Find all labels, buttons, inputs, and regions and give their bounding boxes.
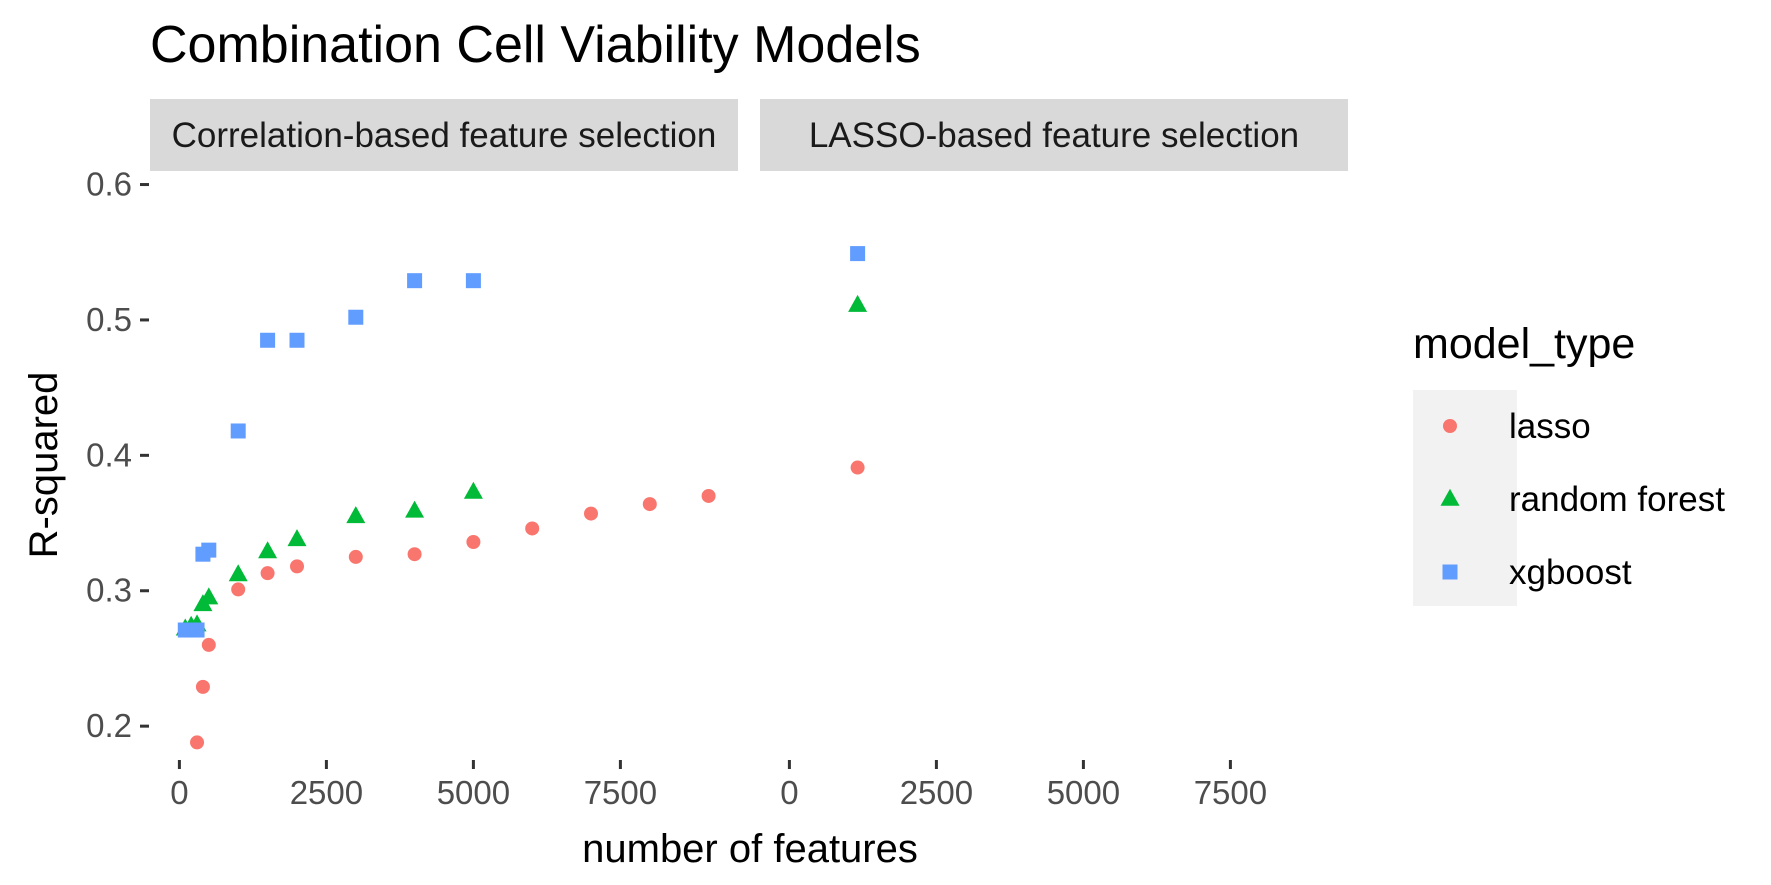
data-point: [848, 294, 868, 312]
x-tick-label: 5000: [1047, 774, 1120, 811]
facet-strip: [760, 99, 1348, 171]
y-tick-label: 0.4: [86, 436, 132, 473]
x-tick-label: 7500: [1194, 774, 1267, 811]
x-tick-label: 7500: [584, 774, 657, 811]
legend-key: [1440, 488, 1460, 506]
data-point: [850, 246, 866, 262]
facet-strip-label: Correlation-based feature selection: [172, 116, 717, 155]
data-point: [230, 423, 246, 439]
data-point: [290, 559, 304, 574]
data-point: [201, 637, 216, 652]
data-point: [850, 460, 865, 475]
chart-title: Combination Cell Viability Models: [150, 16, 921, 74]
legend-title: model_type: [1413, 320, 1635, 368]
facet-panel-1: Correlation-based feature selection 0 2500…: [150, 99, 738, 811]
data-point: [584, 506, 598, 521]
data-point: [260, 566, 275, 581]
series-random-forest: [848, 294, 868, 312]
data-point: [465, 273, 481, 289]
data-point: [348, 309, 364, 325]
data-point: [701, 488, 716, 503]
legend-label: xgboost: [1509, 553, 1632, 592]
data-point: [407, 547, 422, 562]
data-point: [231, 582, 246, 597]
x-tick-label: 5000: [437, 774, 510, 811]
data-point: [525, 521, 540, 536]
legend-key-background: [1413, 390, 1517, 606]
x-axis-title: number of features: [582, 827, 918, 871]
data-point: [407, 273, 423, 289]
data-point: [466, 535, 481, 550]
data-point: [405, 500, 425, 518]
data-point: [463, 481, 483, 499]
y-tick-label: 0.3: [86, 572, 132, 609]
x-tick-label: 0: [170, 774, 188, 811]
x-tick-label: 0: [780, 774, 798, 811]
legend-entries: lasso random forest xgboost: [1440, 407, 1725, 592]
data-point: [201, 542, 217, 558]
series-random-forest: [175, 481, 483, 636]
data-point: [189, 622, 205, 638]
legend-key: [1442, 564, 1458, 580]
data-point: [228, 564, 248, 582]
data-point: [287, 529, 307, 547]
legend-key: [1443, 419, 1457, 433]
y-tick-label: 0.2: [86, 707, 132, 744]
facet-strip: [150, 99, 738, 171]
series-xgboost: [850, 246, 866, 262]
y-axis: 0.2 0.3 0.4 0.5 0.6: [86, 166, 149, 744]
x-tick-label: 2500: [290, 774, 363, 811]
legend-label: lasso: [1509, 407, 1591, 446]
x-tick-label: 2500: [900, 774, 973, 811]
series-xgboost: [177, 273, 481, 638]
data-point: [348, 549, 363, 564]
data-point: [190, 735, 205, 750]
legend-entry-xgboost: xgboost: [1442, 553, 1632, 592]
data-point: [346, 506, 366, 524]
legend-entry-lasso: lasso: [1443, 407, 1591, 446]
data-point: [260, 332, 276, 348]
data-point: [258, 541, 278, 559]
data-point: [289, 332, 305, 348]
data-point: [642, 497, 657, 512]
y-tick-label: 0.5: [86, 301, 132, 338]
y-axis-title: R-squared: [22, 372, 66, 559]
legend-entry-random-forest: random forest: [1440, 480, 1725, 519]
facet-panel-2: LASSO-based feature selection 0 2500 5000 75…: [760, 99, 1348, 811]
data-point: [195, 679, 210, 694]
series-lasso: [850, 460, 865, 475]
facet-panels: Correlation-based feature selection 0 2500…: [150, 99, 1348, 811]
legend-label: random forest: [1509, 480, 1725, 519]
series-lasso: [190, 488, 716, 750]
y-tick-label: 0.6: [86, 166, 132, 203]
data-point: [199, 587, 219, 605]
legend: model_type lasso random forest xgboost: [1413, 320, 1725, 606]
facet-strip-label: LASSO-based feature selection: [809, 116, 1299, 155]
